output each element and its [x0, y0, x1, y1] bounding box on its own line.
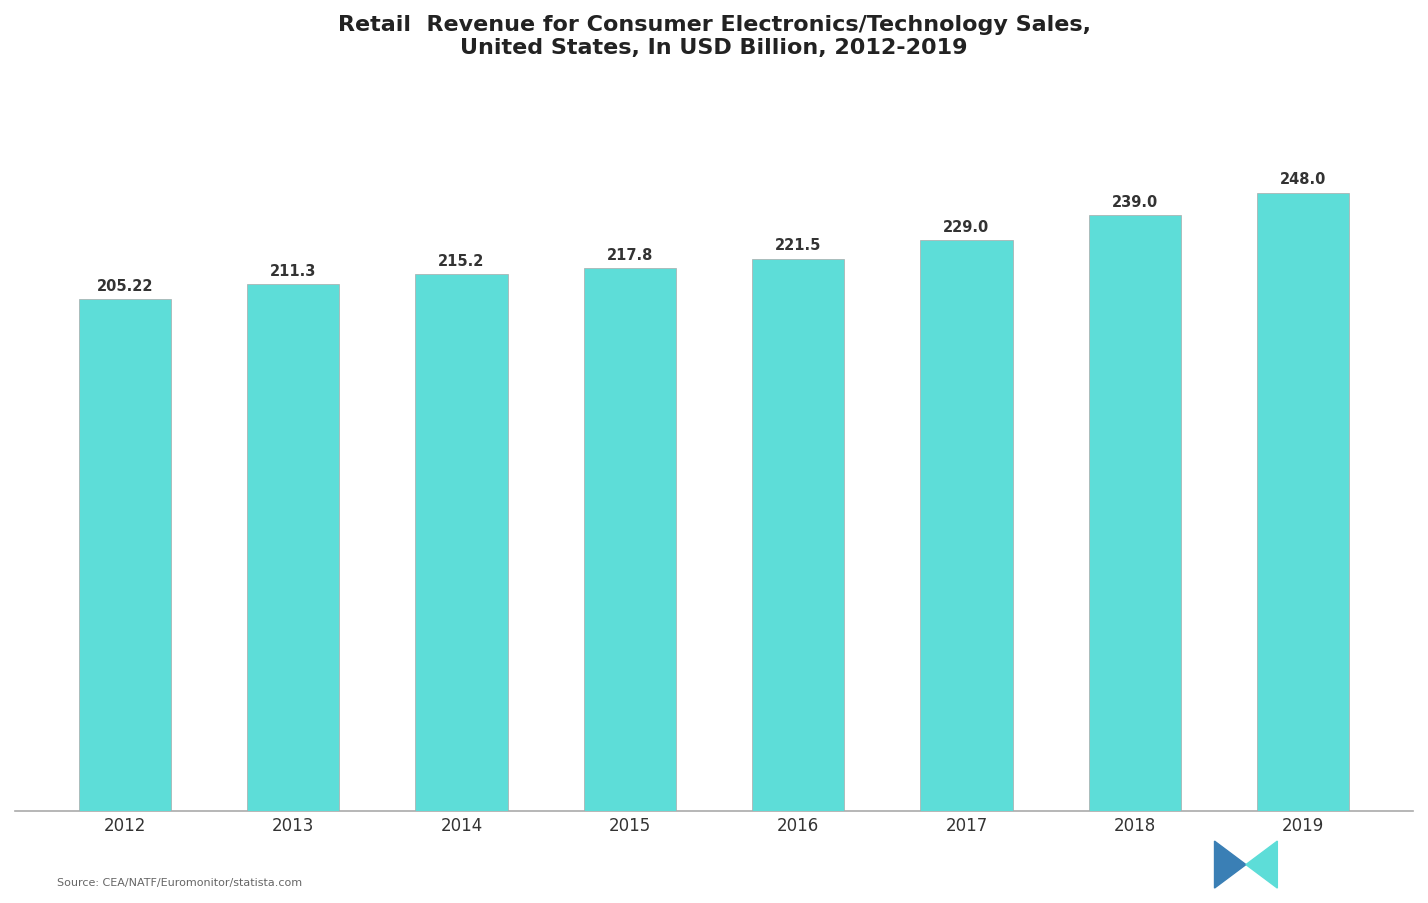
- Bar: [79, 300, 171, 811]
- Bar: [416, 275, 508, 811]
- Text: 239.0: 239.0: [1112, 195, 1158, 209]
- Text: 229.0: 229.0: [944, 219, 990, 235]
- Text: 205.22: 205.22: [97, 279, 153, 293]
- Bar: [1257, 193, 1349, 811]
- Bar: [247, 284, 340, 811]
- Text: 211.3: 211.3: [270, 264, 317, 279]
- Bar: [753, 259, 844, 811]
- Text: 221.5: 221.5: [775, 238, 821, 253]
- Bar: [584, 268, 675, 811]
- Bar: [1088, 216, 1181, 811]
- Text: 248.0: 248.0: [1279, 172, 1327, 187]
- Text: 217.8: 217.8: [607, 247, 653, 263]
- Polygon shape: [1214, 842, 1245, 889]
- Text: 215.2: 215.2: [438, 254, 484, 269]
- Text: Source: CEA/NATF/Euromonitor/statista.com: Source: CEA/NATF/Euromonitor/statista.co…: [57, 877, 303, 887]
- Title: Retail  Revenue for Consumer Electronics/Technology Sales,
United States, In USD: Retail Revenue for Consumer Electronics/…: [337, 15, 1091, 58]
- Bar: [920, 241, 1012, 811]
- Polygon shape: [1245, 842, 1277, 889]
